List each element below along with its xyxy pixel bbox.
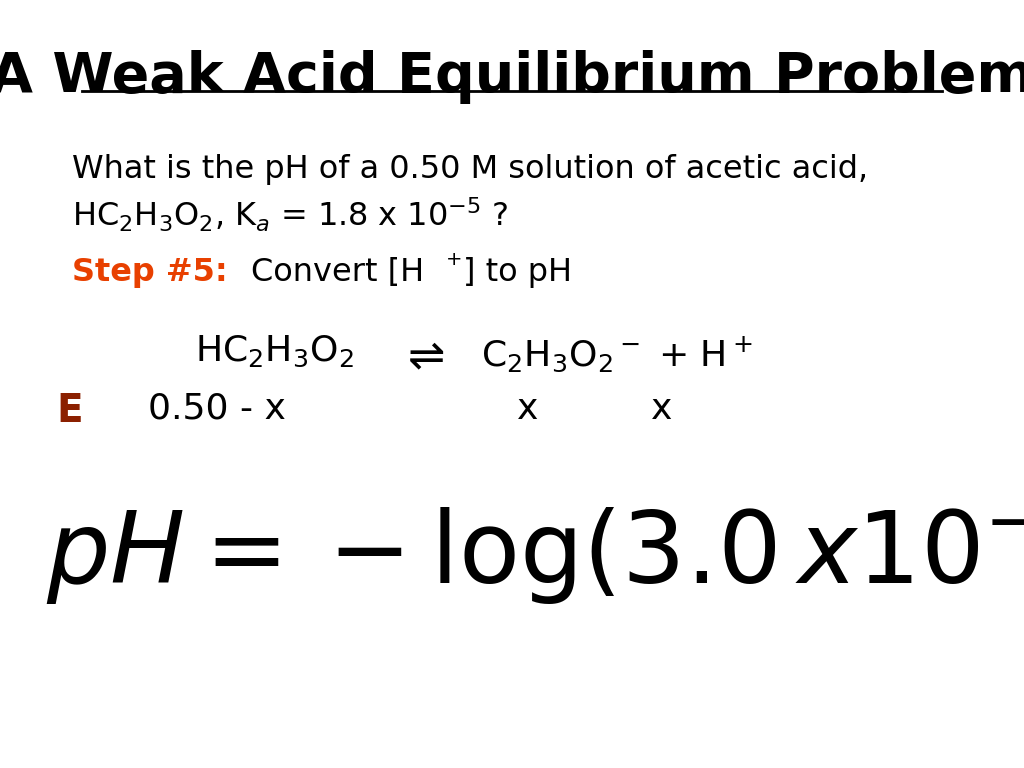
Text: C$_2$H$_3$O$_2$$^-$ + H$^+$: C$_2$H$_3$O$_2$$^-$ + H$^+$ — [481, 334, 753, 374]
Text: HC$_2$H$_3$O$_2$: HC$_2$H$_3$O$_2$ — [195, 334, 353, 369]
Text: A Weak Acid Equilibrium Problem: A Weak Acid Equilibrium Problem — [0, 50, 1024, 104]
Text: +: + — [445, 250, 462, 269]
Text: x: x — [517, 392, 539, 425]
Text: E: E — [56, 392, 83, 429]
Text: Convert [H: Convert [H — [251, 257, 424, 288]
Text: x: x — [651, 392, 673, 425]
Text: $\rightleftharpoons$: $\rightleftharpoons$ — [399, 336, 445, 379]
Text: What is the pH of a 0.50 M solution of acetic acid,: What is the pH of a 0.50 M solution of a… — [72, 154, 867, 184]
Text: ] to pH: ] to pH — [463, 257, 571, 288]
Text: 0.50 - x: 0.50 - x — [148, 392, 287, 425]
Text: Step #5:: Step #5: — [72, 257, 227, 288]
Text: $pH = -\log(3.0\,x10^{-3}) = 2.52$: $pH = -\log(3.0\,x10^{-3}) = 2.52$ — [46, 492, 1024, 607]
Text: HC$_2$H$_3$O$_2$, K$_a$ = 1.8 x 10$^{-5}$ ?: HC$_2$H$_3$O$_2$, K$_a$ = 1.8 x 10$^{-5}… — [72, 196, 508, 234]
